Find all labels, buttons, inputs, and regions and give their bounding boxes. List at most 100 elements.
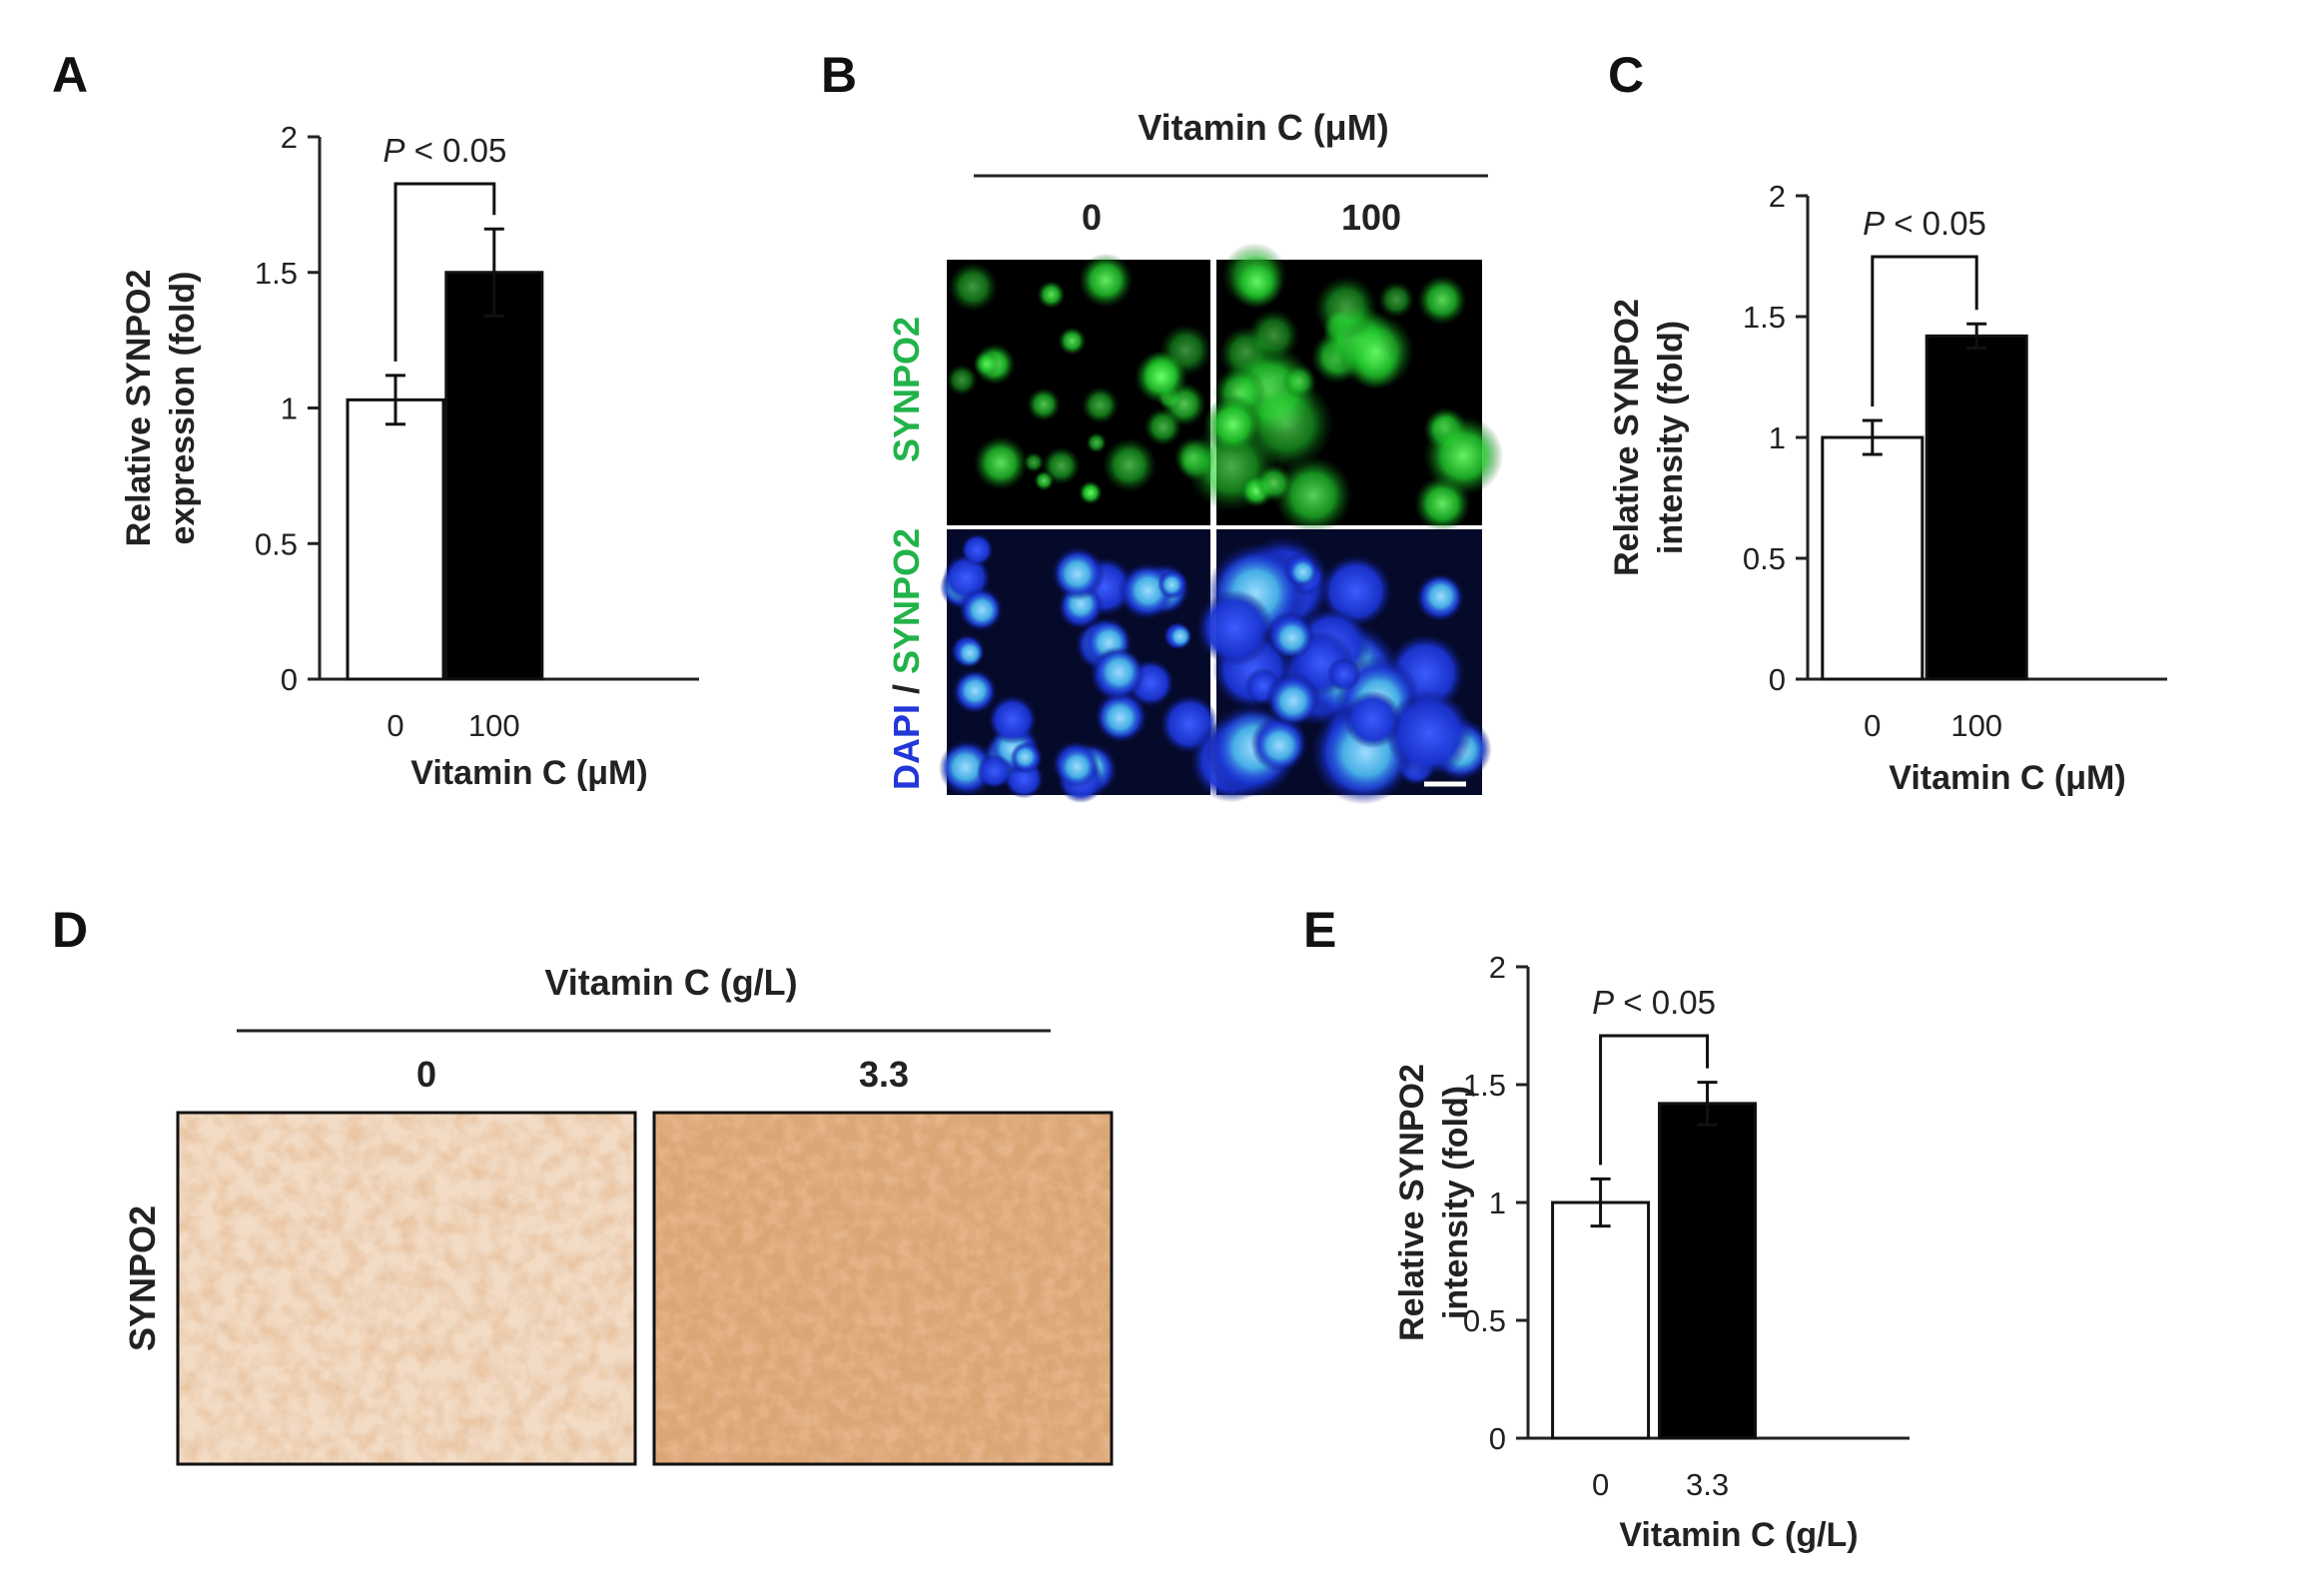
- y-tick-label: 1.5: [255, 256, 298, 291]
- panel-d-ihc: Vitamin C (g/L) 0 3.3 SYNPO2: [122, 962, 1114, 1466]
- y-tick-label: 1: [281, 392, 298, 426]
- cell: [1313, 276, 1378, 340]
- y-axis-title-line-2: intensity (fold): [1437, 1086, 1475, 1319]
- panel-b-header: Vitamin C (μM): [1138, 107, 1388, 148]
- significance-bracket: [1871, 255, 1978, 407]
- y-tick-label: 0.5: [255, 526, 298, 561]
- colocalized-cell: [1256, 722, 1303, 769]
- cell: [1042, 446, 1081, 485]
- y-tick-label: 0.5: [1743, 541, 1786, 576]
- colocalized-cell: [1058, 748, 1097, 786]
- colocalized-cell: [1289, 558, 1317, 586]
- panel-b-col-100: 100: [1341, 197, 1401, 238]
- panel-b-row1-label: SYNPO2: [886, 317, 927, 462]
- bar-100: [1925, 334, 2028, 681]
- micrograph-synpo2-0: [946, 253, 1214, 525]
- micrograph-merge-100: [1189, 529, 1492, 805]
- significance-bracket: [393, 182, 496, 362]
- cell: [1058, 327, 1087, 356]
- colocalized-cell: [1099, 696, 1142, 739]
- colocalized-cell: [964, 592, 1000, 628]
- y-tick-label: 2: [1489, 950, 1506, 985]
- cell: [1423, 415, 1504, 496]
- colocalized-cell: [1097, 649, 1142, 694]
- panel-b-row2-label: DAPI / SYNPO2: [886, 528, 927, 790]
- colocalized-cell: [943, 744, 989, 790]
- nucleus: [1326, 657, 1361, 692]
- x-tick-label: 0: [387, 708, 403, 743]
- cell: [1254, 464, 1293, 502]
- y-tick-label: 1: [1489, 1186, 1506, 1220]
- cell: [1134, 350, 1188, 404]
- bar-0: [1821, 435, 1925, 681]
- cell: [1037, 281, 1066, 309]
- panel-d-header: Vitamin C (g/L): [544, 962, 797, 1003]
- y-axis-title-line-1: Relative SYNPO2: [1393, 1064, 1431, 1341]
- p-value-label: P < 0.05: [1863, 205, 1986, 242]
- x-tick-label: 0: [1864, 708, 1881, 743]
- cell: [1081, 387, 1120, 424]
- cell: [1023, 451, 1045, 473]
- cell: [1078, 253, 1134, 308]
- panel-letter-d: D: [52, 902, 88, 958]
- p-value-p: P: [1863, 205, 1885, 242]
- panel-b-row2-dapi: DAPI: [886, 704, 927, 790]
- colocalized-cell: [957, 672, 993, 709]
- colocalized-cell: [1160, 572, 1184, 597]
- panel-letter-a: A: [52, 47, 88, 103]
- cell: [1079, 480, 1103, 505]
- chart-c: 0 0.5 1 1.5 2 0 100 P < 0.05 Relative SYNPO2 inte…: [1608, 179, 2167, 797]
- colocalized-cell: [1270, 679, 1315, 724]
- cell: [1377, 281, 1415, 319]
- y-tick-label: 1.5: [1463, 1068, 1506, 1103]
- panel-b-micrographs: Vitamin C (μM) 0 100 SYNPO2 DAPI / SYNPO…: [886, 107, 1504, 805]
- nucleus: [1343, 690, 1402, 749]
- cell: [1027, 388, 1061, 421]
- cell: [946, 364, 978, 397]
- p-value-threshold: < 0.05: [1885, 205, 1986, 242]
- y-tick-label: 0: [1769, 662, 1786, 697]
- p-value-p: P: [1592, 984, 1614, 1021]
- p-value-label: P < 0.05: [1592, 984, 1716, 1021]
- p-value-threshold: < 0.05: [404, 132, 506, 169]
- panel-d-col-0: 0: [416, 1054, 436, 1095]
- cell: [973, 435, 1029, 490]
- y-tick-label: 2: [281, 120, 298, 155]
- colocalized-cell: [1272, 618, 1312, 658]
- bar-0: [1551, 1200, 1651, 1440]
- ihc-image-0: [176, 1111, 637, 1466]
- bar-3-3: [1658, 1102, 1758, 1440]
- nucleus: [1385, 689, 1473, 777]
- cell: [1417, 275, 1467, 326]
- panel-b-row2-synpo2: SYNPO2: [886, 528, 927, 674]
- colocalized-cell: [956, 639, 984, 667]
- cell: [1102, 437, 1157, 492]
- p-value-threshold: < 0.05: [1614, 984, 1716, 1021]
- bar-100: [444, 271, 544, 681]
- bar-0: [346, 398, 445, 681]
- nucleus: [1196, 589, 1273, 667]
- panel-d-row-label: SYNPO2: [122, 1205, 163, 1351]
- y-tick-label: 2: [1769, 179, 1786, 214]
- panel-letter-b: B: [821, 47, 857, 103]
- micrograph-synpo2-100: [1186, 242, 1504, 535]
- p-value-label: P < 0.05: [383, 132, 506, 169]
- y-axis-title-line-2: expression (fold): [164, 272, 202, 545]
- nucleus: [988, 695, 1038, 745]
- chart-e: 0 0.5 1 1.5 2 0 3.3 P < 0.05 Relative SYNPO2 inte…: [1393, 950, 1910, 1554]
- y-tick-label: 0: [1489, 1421, 1506, 1456]
- p-value-p: P: [383, 132, 404, 169]
- x-tick-label: 100: [1950, 708, 2002, 743]
- panel-d-col-3-3: 3.3: [859, 1054, 909, 1095]
- cell: [1247, 309, 1300, 362]
- y-axis-title-line-1: Relative SYNPO2: [120, 270, 158, 547]
- cell: [1273, 455, 1352, 535]
- cell: [1282, 364, 1316, 399]
- cell: [1202, 395, 1263, 454]
- nucleus: [977, 753, 1012, 789]
- cell: [973, 351, 1000, 378]
- y-tick-label: 1.5: [1743, 300, 1786, 335]
- panel-letter-e: E: [1303, 902, 1336, 958]
- cell: [1144, 407, 1182, 446]
